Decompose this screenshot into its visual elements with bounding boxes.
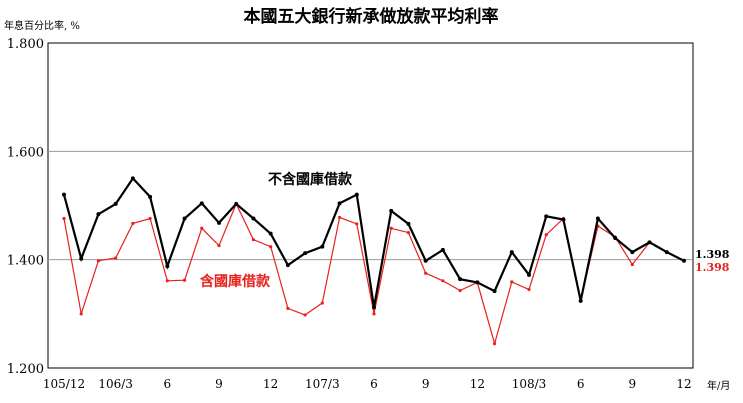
data-point-excl-treasury [354,192,359,197]
series-annotation-excl-treasury: 不含國庫借款 [268,171,353,188]
data-point-incl-treasury [320,301,324,305]
data-point-incl-treasury [96,259,101,263]
data-point-incl-treasury [424,271,428,275]
data-point-excl-treasury [62,192,66,197]
y-tick-label: 1.800 [7,37,44,52]
y-axis-label: 年息百分比率, % [4,19,80,32]
data-point-excl-treasury [251,216,256,221]
data-point-incl-treasury [372,312,376,316]
y-tick-label: 1.600 [7,145,44,160]
series-annotation-incl-treasury: 含國庫借款 [200,273,271,290]
data-point-excl-treasury [217,220,221,225]
data-point-excl-treasury [440,247,445,252]
x-tick-label: 12 [676,377,691,391]
data-point-excl-treasury [389,208,394,213]
y-tick-label: 1.400 [7,254,44,269]
data-point-excl-treasury [268,231,273,236]
data-point-excl-treasury [595,216,600,221]
x-tick-label: 107/3 [305,377,340,391]
data-point-incl-treasury [251,238,256,242]
data-point-excl-treasury [79,256,84,261]
data-point-excl-treasury [199,201,204,206]
data-point-incl-treasury [131,221,135,225]
data-point-excl-treasury [148,194,153,199]
x-tick-label: 12 [470,377,485,391]
data-point-excl-treasury [561,217,566,222]
data-point-excl-treasury [303,251,308,256]
data-point-excl-treasury [509,250,514,255]
x-axis-ticks: 105/12 106/3 6 9 12 107/3 6 9 12 108/3 6 9 12 [43,377,692,391]
x-tick-label: 6 [577,377,585,391]
y-axis-ticks: 1.800 1.600 1.400 1.200 [7,37,44,377]
x-tick-label: 9 [215,377,223,391]
data-point-incl-treasury [406,230,411,235]
series-layer [62,176,686,346]
data-point-excl-treasury [647,240,652,245]
data-point-excl-treasury [285,263,290,268]
x-tick-label: 105/12 [43,377,85,391]
data-point-incl-treasury [79,312,83,316]
data-point-excl-treasury [578,298,583,303]
data-point-excl-treasury [320,244,325,249]
plot-area [47,42,694,369]
data-point-incl-treasury [148,216,152,221]
data-point-excl-treasury [165,264,170,269]
data-point-excl-treasury [406,221,411,226]
data-point-excl-treasury [130,176,135,181]
y-tick-label: 1.200 [7,362,44,377]
data-point-incl-treasury [544,233,548,237]
x-tick-label: 6 [370,377,378,391]
data-point-incl-treasury [492,342,497,346]
end-label-excl-treasury: 1.398 [695,248,730,261]
x-axis-label: 年/月 [707,379,730,392]
data-point-excl-treasury [337,201,342,206]
gridlines [48,150,693,261]
data-point-excl-treasury [475,280,480,285]
data-point-incl-treasury [527,287,531,292]
data-point-incl-treasury [165,279,169,283]
x-tick-label: 6 [164,377,172,391]
data-point-excl-treasury [492,289,497,294]
data-point-excl-treasury [613,236,618,240]
data-point-incl-treasury [269,245,273,249]
data-point-excl-treasury [182,216,187,221]
x-tick-label: 12 [263,377,278,391]
data-point-incl-treasury [630,262,634,267]
data-point-excl-treasury [544,214,549,219]
x-tick-label: 9 [629,377,637,391]
data-point-incl-treasury [303,313,307,317]
data-point-incl-treasury [286,306,290,311]
x-tick-label: 108/3 [512,377,547,391]
data-point-incl-treasury [62,216,66,221]
x-tick-label: 106/3 [98,377,133,391]
data-point-excl-treasury [113,201,118,206]
data-point-excl-treasury [372,305,376,310]
data-point-excl-treasury [423,258,428,263]
data-point-incl-treasury [337,215,342,220]
data-point-incl-treasury [200,226,204,230]
chart-title: 本國五大銀行新承做放款平均利率 [244,6,499,27]
x-tick-label: 9 [422,377,430,391]
data-point-incl-treasury [458,288,462,293]
data-point-incl-treasury [217,243,221,248]
data-point-excl-treasury [630,250,635,255]
data-point-incl-treasury [389,226,393,230]
data-point-incl-treasury [355,222,359,226]
data-point-excl-treasury [234,201,239,206]
data-point-incl-treasury [441,279,445,283]
data-point-incl-treasury [510,280,514,284]
data-point-excl-treasury [96,212,101,217]
data-point-excl-treasury [664,250,669,255]
data-point-excl-treasury [527,272,531,277]
data-point-incl-treasury [182,278,187,282]
data-point-excl-treasury [682,258,686,263]
data-point-excl-treasury [458,277,463,282]
data-point-incl-treasury [114,256,118,260]
end-label-incl-treasury: 1.398 [695,261,730,274]
